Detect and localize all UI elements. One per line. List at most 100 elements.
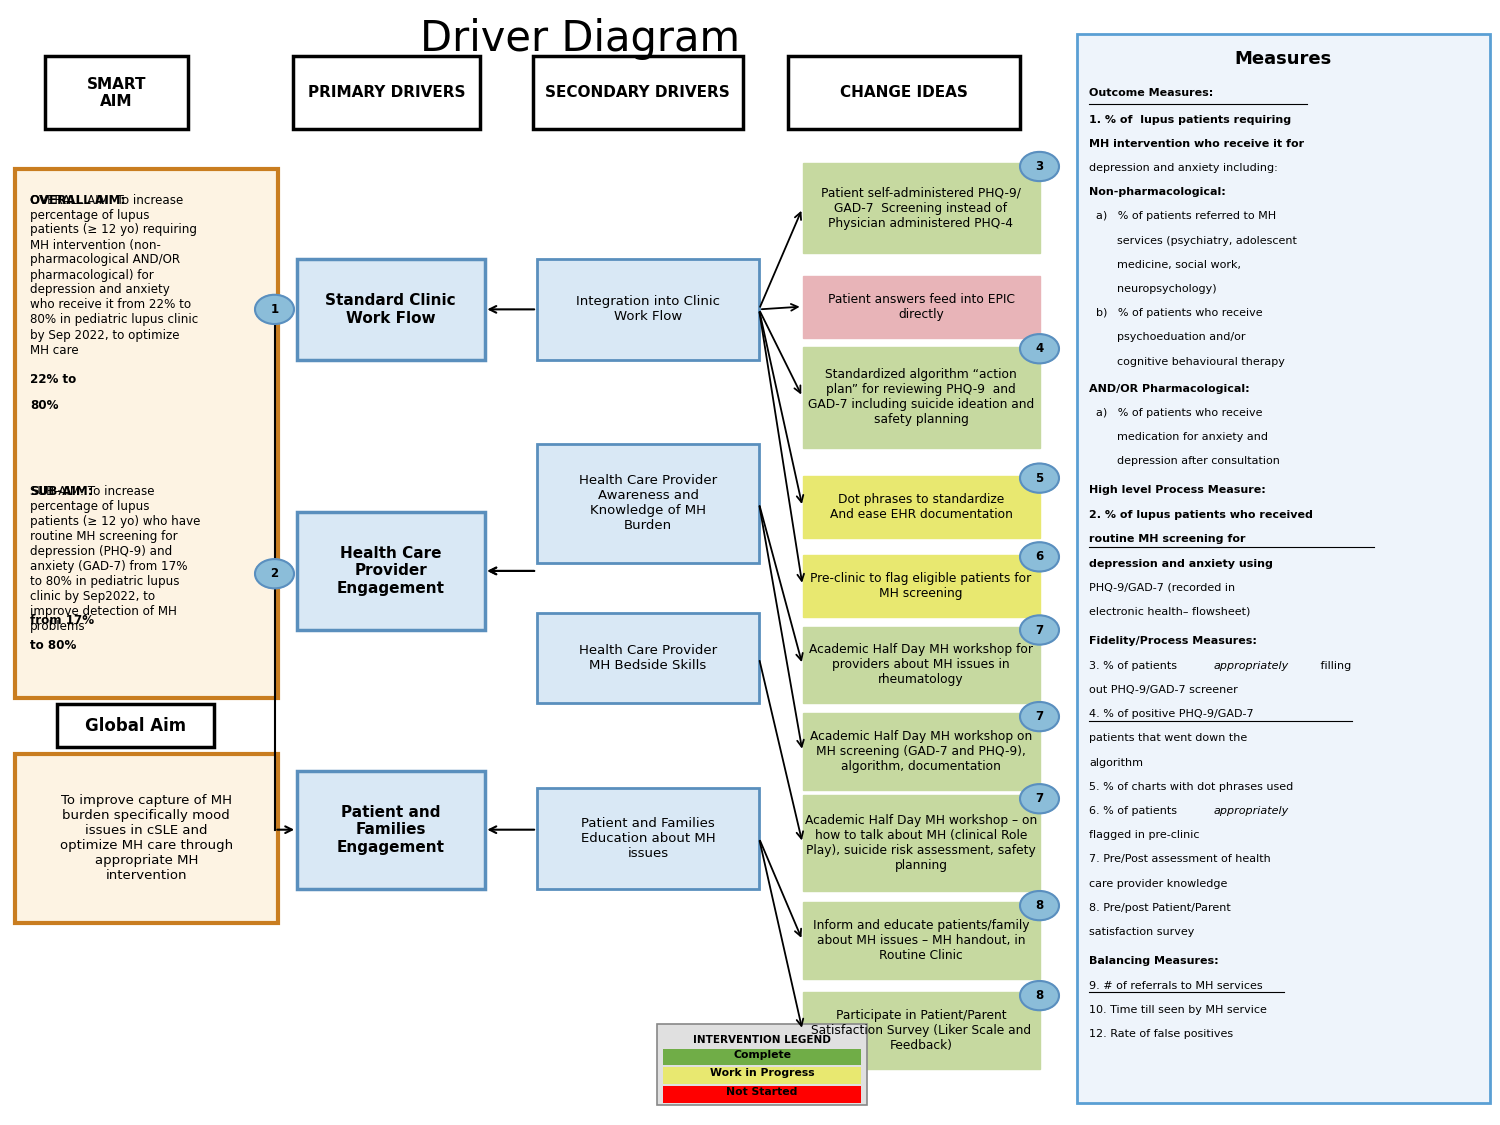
Text: Inform and educate patients/family
about MH issues – MH handout, in
Routine Clin: Inform and educate patients/family about… [813, 919, 1029, 962]
Text: SMART
AIM: SMART AIM [87, 76, 146, 109]
FancyBboxPatch shape [292, 56, 480, 129]
Circle shape [1020, 702, 1059, 731]
Text: satisfaction survey: satisfaction survey [1089, 927, 1194, 937]
FancyBboxPatch shape [663, 1086, 861, 1102]
Circle shape [1020, 542, 1059, 572]
Text: Global Aim: Global Aim [86, 717, 186, 735]
Text: 6. % of patients: 6. % of patients [1089, 806, 1180, 816]
Text: Standard Clinic
Work Flow: Standard Clinic Work Flow [326, 294, 456, 325]
Text: Health Care Provider
Awareness and
Knowledge of MH
Burden: Health Care Provider Awareness and Knowl… [579, 475, 717, 532]
FancyBboxPatch shape [15, 754, 278, 922]
FancyBboxPatch shape [537, 613, 759, 703]
Text: SECONDARY DRIVERS: SECONDARY DRIVERS [544, 86, 730, 100]
Text: routine MH screening for: routine MH screening for [1089, 534, 1245, 544]
Text: 8. Pre/post Patient/Parent: 8. Pre/post Patient/Parent [1089, 902, 1230, 912]
Text: a)   % of patients who receive: a) % of patients who receive [1096, 407, 1263, 417]
Text: 7: 7 [1035, 623, 1044, 637]
FancyBboxPatch shape [15, 169, 278, 698]
Text: depression and anxiety including:: depression and anxiety including: [1089, 163, 1278, 173]
Text: Integration into Clinic
Work Flow: Integration into Clinic Work Flow [576, 296, 720, 323]
Text: Driver Diagram: Driver Diagram [420, 18, 740, 61]
FancyBboxPatch shape [57, 704, 214, 747]
Text: depression and anxiety using: depression and anxiety using [1089, 558, 1274, 568]
Text: psychoeduation and/or: psychoeduation and/or [1096, 332, 1246, 342]
Text: 7: 7 [1035, 710, 1044, 723]
Text: Balancing Measures:: Balancing Measures: [1089, 956, 1218, 966]
Circle shape [1020, 784, 1059, 813]
Text: PRIMARY DRIVERS: PRIMARY DRIVERS [308, 86, 465, 100]
FancyBboxPatch shape [297, 512, 484, 630]
Text: Dot phrases to standardize
And ease EHR documentation: Dot phrases to standardize And ease EHR … [830, 493, 1013, 521]
Text: PHQ-9/GAD-7 (recorded in: PHQ-9/GAD-7 (recorded in [1089, 583, 1234, 593]
Circle shape [1020, 334, 1059, 363]
Text: patients that went down the: patients that went down the [1089, 734, 1248, 744]
Text: SUB-AIM:: SUB-AIM: [30, 485, 93, 497]
Text: 5: 5 [1035, 471, 1044, 485]
Text: Patient self-administered PHQ-9/
GAD-7  Screening instead of
Physician administe: Patient self-administered PHQ-9/ GAD-7 S… [821, 187, 1022, 229]
Text: cognitive behavioural therapy: cognitive behavioural therapy [1096, 357, 1286, 367]
FancyBboxPatch shape [802, 163, 1040, 253]
Text: algorithm: algorithm [1089, 757, 1143, 767]
Text: CHANGE IDEAS: CHANGE IDEAS [840, 86, 968, 100]
Text: flagged in pre-clinic: flagged in pre-clinic [1089, 830, 1200, 840]
Text: 12. Rate of false positives: 12. Rate of false positives [1089, 1029, 1233, 1040]
Text: appropriately: appropriately [1214, 806, 1288, 816]
FancyBboxPatch shape [537, 259, 759, 360]
Text: neuropsychology): neuropsychology) [1096, 284, 1216, 294]
Text: 7: 7 [1035, 792, 1044, 806]
Text: out PHQ-9/GAD-7 screener: out PHQ-9/GAD-7 screener [1089, 685, 1238, 695]
FancyBboxPatch shape [537, 788, 759, 889]
FancyBboxPatch shape [532, 56, 742, 129]
FancyBboxPatch shape [802, 276, 1040, 338]
Text: from 17%: from 17% [30, 614, 94, 627]
Text: services (psychiatry, adolescent: services (psychiatry, adolescent [1096, 235, 1298, 245]
FancyBboxPatch shape [802, 992, 1040, 1069]
Text: MH intervention who receive it for: MH intervention who receive it for [1089, 140, 1304, 148]
Text: 2. % of lupus patients who received: 2. % of lupus patients who received [1089, 510, 1312, 520]
Text: a)   % of patients referred to MH: a) % of patients referred to MH [1096, 212, 1276, 222]
FancyBboxPatch shape [663, 1048, 861, 1065]
Text: Academic Half Day MH workshop for
providers about MH issues in
rheumatology: Academic Half Day MH workshop for provid… [808, 644, 1033, 686]
FancyBboxPatch shape [788, 56, 1020, 129]
Text: Patient and
Families
Engagement: Patient and Families Engagement [336, 804, 444, 855]
Circle shape [1020, 891, 1059, 920]
Circle shape [255, 559, 294, 588]
Text: 4. % of positive PHQ-9/GAD-7: 4. % of positive PHQ-9/GAD-7 [1089, 709, 1254, 719]
Text: 7. Pre/Post assessment of health: 7. Pre/Post assessment of health [1089, 854, 1270, 864]
Text: To improve capture of MH
burden specifically mood
issues in cSLE and
optimize MH: To improve capture of MH burden specific… [60, 794, 232, 882]
Text: 9. # of referrals to MH services: 9. # of referrals to MH services [1089, 981, 1263, 991]
FancyBboxPatch shape [1077, 34, 1490, 1102]
Text: 3: 3 [1035, 160, 1044, 173]
Text: 4: 4 [1035, 342, 1044, 356]
Text: b)   % of patients who receive: b) % of patients who receive [1096, 308, 1263, 318]
Text: OVERALL AIM:: OVERALL AIM: [30, 193, 124, 207]
FancyBboxPatch shape [802, 713, 1040, 790]
FancyBboxPatch shape [297, 771, 484, 889]
Text: Fidelity/Process Measures:: Fidelity/Process Measures: [1089, 636, 1257, 646]
FancyBboxPatch shape [802, 795, 1040, 891]
Text: 10. Time till seen by MH service: 10. Time till seen by MH service [1089, 1005, 1268, 1015]
Text: 8: 8 [1035, 989, 1044, 1002]
Text: Participate in Patient/Parent
Satisfaction Survey (Liker Scale and
Feedback): Participate in Patient/Parent Satisfacti… [812, 1009, 1030, 1052]
Text: Academic Half Day MH workshop on
MH screening (GAD-7 and PHQ-9),
algorithm, docu: Academic Half Day MH workshop on MH scre… [810, 730, 1032, 773]
Text: electronic health– flowsheet): electronic health– flowsheet) [1089, 606, 1251, 616]
Text: Complete: Complete [734, 1050, 790, 1060]
Text: Outcome Measures:: Outcome Measures: [1089, 88, 1214, 98]
FancyBboxPatch shape [537, 444, 759, 562]
Text: Measures: Measures [1234, 50, 1332, 68]
Text: 8: 8 [1035, 899, 1044, 912]
Text: 80%: 80% [30, 398, 58, 412]
Text: medication for anxiety and: medication for anxiety and [1096, 432, 1269, 442]
Text: Work in Progress: Work in Progress [710, 1069, 815, 1078]
Text: High level Process Measure:: High level Process Measure: [1089, 485, 1266, 495]
Text: 5. % of charts with dot phrases used: 5. % of charts with dot phrases used [1089, 782, 1293, 792]
Circle shape [1020, 615, 1059, 645]
Text: Non-pharmacological:: Non-pharmacological: [1089, 187, 1226, 197]
Text: 1: 1 [270, 303, 279, 316]
FancyBboxPatch shape [663, 1068, 861, 1083]
Text: Academic Half Day MH workshop – on
how to talk about MH (clinical Role
Play), su: Academic Half Day MH workshop – on how t… [806, 814, 1036, 872]
Text: AND/OR Pharmacological:: AND/OR Pharmacological: [1089, 384, 1250, 394]
Text: Patient answers feed into EPIC
directly: Patient answers feed into EPIC directly [828, 292, 1014, 321]
Text: 3. % of patients: 3. % of patients [1089, 660, 1180, 670]
Text: to 80%: to 80% [30, 639, 76, 652]
